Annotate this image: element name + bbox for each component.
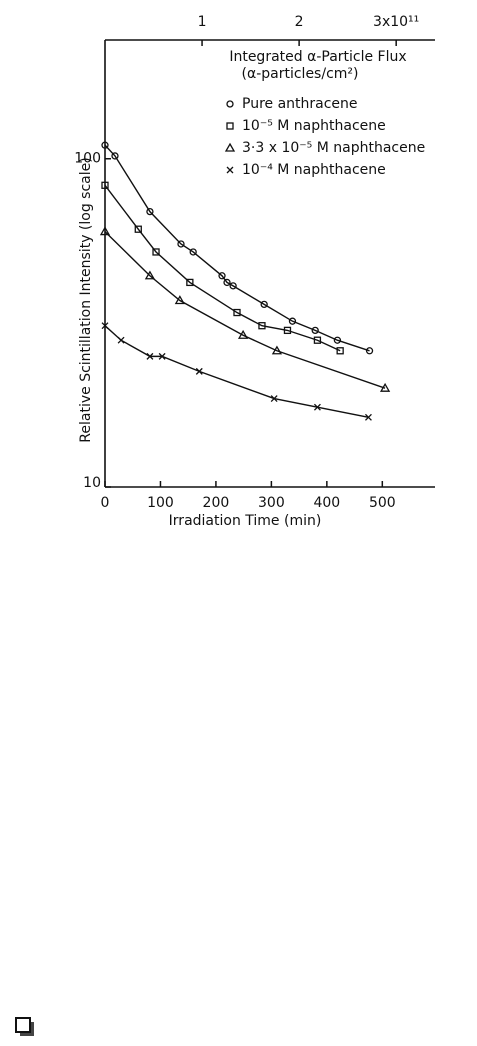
series-line xyxy=(104,144,370,352)
marker xyxy=(101,141,109,149)
legend-label: 10⁻⁴ M naphthacene xyxy=(242,162,386,178)
marker xyxy=(229,282,237,290)
legend-marker xyxy=(226,166,234,174)
y-tick-label: 100 xyxy=(74,151,101,167)
x2-tick-label: 3x10¹¹ xyxy=(373,14,419,30)
marker xyxy=(288,317,297,325)
marker xyxy=(336,347,344,355)
marker xyxy=(364,413,372,421)
marker xyxy=(270,395,278,402)
marker xyxy=(189,248,197,256)
x2-tick-label: 1 xyxy=(198,14,207,30)
marker xyxy=(313,403,321,411)
legend-marker xyxy=(226,122,234,130)
marker xyxy=(186,278,194,287)
marker xyxy=(271,345,283,355)
series-line xyxy=(104,184,341,352)
marker xyxy=(379,382,391,392)
marker xyxy=(283,326,292,335)
x-tick-label: 100 xyxy=(147,495,174,511)
marker xyxy=(233,308,241,317)
x-tick-label: 300 xyxy=(258,495,285,511)
marker xyxy=(195,367,203,375)
legend-label: 3·3 x 10⁻⁵ M naphthacene xyxy=(242,140,425,156)
x-label: Irradiation Time (min) xyxy=(169,513,322,529)
marker xyxy=(144,270,156,280)
legend-marker xyxy=(224,142,236,152)
x-tick-label: 200 xyxy=(203,495,230,511)
x2-label: Integrated α-Particle Flux xyxy=(229,49,406,65)
marker xyxy=(101,322,109,330)
series-line xyxy=(104,325,369,419)
marker xyxy=(146,352,154,360)
marker xyxy=(365,347,374,355)
marker xyxy=(177,240,185,248)
marker xyxy=(101,181,109,189)
marker xyxy=(237,329,249,339)
marker xyxy=(99,226,111,236)
legend-marker xyxy=(226,100,234,108)
marker xyxy=(223,278,231,287)
marker xyxy=(134,225,142,233)
marker xyxy=(158,352,166,360)
marker xyxy=(111,152,119,160)
y-label: Relative Scintillation Intensity (log sc… xyxy=(78,157,94,442)
marker xyxy=(146,207,154,216)
x2-label-units: (α-particles/cm²) xyxy=(242,66,359,82)
y-tick-label: 10 xyxy=(83,475,101,491)
x-tick-label: 500 xyxy=(369,495,396,511)
marker xyxy=(313,336,322,344)
marker xyxy=(117,336,125,344)
marker xyxy=(333,336,342,344)
marker xyxy=(258,322,266,330)
legend-label: 10⁻⁵ M naphthacene xyxy=(242,118,386,134)
marker xyxy=(152,248,160,256)
x-tick-label: 400 xyxy=(313,495,340,511)
legend-label: Pure anthracene xyxy=(242,96,358,112)
x-tick-label: 0 xyxy=(101,495,110,511)
marker xyxy=(174,295,185,305)
x2-tick-label: 2 xyxy=(295,14,304,30)
marker xyxy=(260,300,268,309)
page-icon xyxy=(15,1017,34,1036)
series-line xyxy=(104,231,386,389)
marker xyxy=(218,272,226,280)
marker xyxy=(311,326,319,335)
